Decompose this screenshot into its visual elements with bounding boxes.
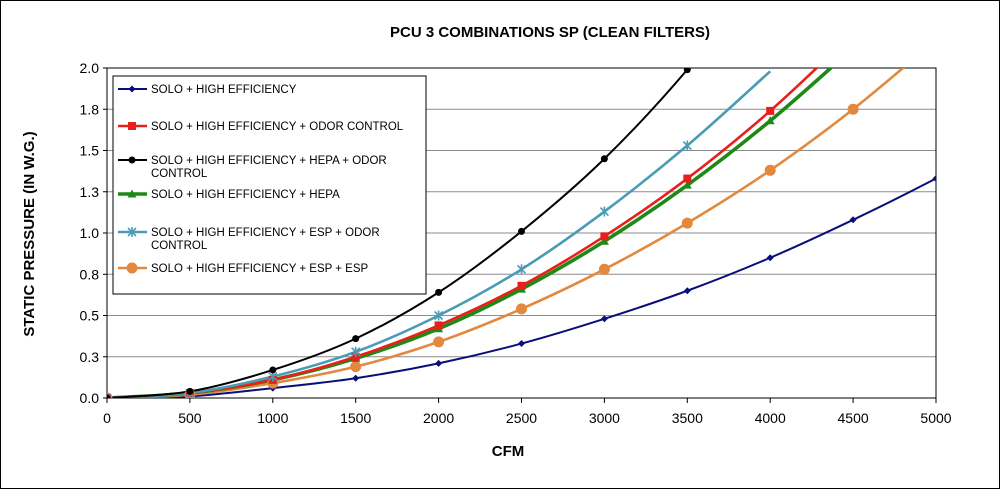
series-6-point [681, 217, 693, 229]
y-tick-label: 1.0 [80, 225, 100, 241]
x-tick-label: 1000 [257, 410, 288, 426]
series-5-point [351, 346, 361, 357]
series-1-point [600, 315, 608, 323]
x-axis-label: CFM [492, 443, 525, 460]
y-tick-label: 0.8 [80, 266, 100, 282]
series-3-point [600, 155, 608, 163]
series-1-point [352, 374, 360, 382]
series-1-point [518, 340, 525, 348]
series-3-point [352, 335, 360, 343]
series-5-point [682, 140, 692, 151]
series-6-point [516, 303, 527, 315]
series-3-point [435, 288, 443, 296]
legend-box [112, 75, 427, 295]
legend-swatch-marker-6 [126, 262, 138, 274]
y-tick-label: 1.3 [80, 184, 100, 200]
y-tick-label: 0.3 [80, 349, 100, 365]
series-6-point [350, 361, 362, 373]
series-line-5 [107, 70, 772, 398]
series-5-point [107, 393, 112, 398]
y-tick-label: 0.0 [80, 390, 100, 406]
plot-border [106, 67, 937, 399]
series-1-point [849, 216, 857, 224]
series-4-point [599, 236, 609, 245]
series-3-point [107, 394, 111, 398]
series-3-point [518, 227, 525, 235]
x-tick-label: 2500 [506, 410, 537, 426]
series-5-point [599, 206, 609, 217]
y-tick-label: 1.8 [80, 101, 100, 117]
x-tick-label: 5000 [920, 410, 951, 426]
legend-swatch-marker-2 [128, 122, 136, 130]
legend-label-5: SOLO + HIGH EFFICIENCY + ESP + ODOR CONTR… [151, 227, 380, 252]
series-6-point [433, 336, 445, 348]
y-tick-label: 2.0 [80, 60, 100, 76]
legend-label-4: SOLO + HIGH EFFICIENCY + HEPA [151, 189, 340, 201]
x-tick-label: 500 [178, 410, 202, 426]
x-tick-label: 3000 [589, 410, 620, 426]
series-2-point [434, 321, 443, 330]
series-line-1 [107, 177, 936, 398]
series-5-point [516, 264, 527, 275]
x-tick-label: 1500 [340, 410, 371, 426]
legend-swatch-marker-5 [127, 227, 137, 237]
series-4-point [682, 180, 692, 189]
series-2-point [517, 281, 526, 290]
series-6-point [598, 263, 610, 275]
x-tick-label: 4500 [838, 410, 869, 426]
series-5-point [434, 310, 444, 321]
y-tick-label: 0.5 [80, 308, 100, 324]
series-6-point [764, 164, 776, 176]
series-2-point [600, 232, 609, 241]
chart-title: PCU 3 COMBINATIONS SP (CLEAN FILTERS) [390, 24, 710, 41]
series-line-3 [107, 68, 690, 398]
x-tick-label: 0 [103, 410, 111, 426]
x-tick-label: 4000 [755, 410, 786, 426]
series-1-point [683, 287, 691, 295]
series-3-point [186, 387, 194, 395]
x-tick-label: 3500 [672, 410, 703, 426]
y-tick-label: 1.5 [80, 143, 100, 159]
series-6-point [847, 103, 859, 115]
legend-label-1: SOLO + HIGH EFFICIENCY [151, 84, 297, 96]
legend-swatch-marker-1 [128, 85, 136, 93]
legend-label-2: SOLO + HIGH EFFICIENCY + ODOR CONTROL [151, 121, 404, 133]
legend-label-6: SOLO + HIGH EFFICIENCY + ESP + ESP [151, 263, 369, 275]
y-axis-label: STATIC PRESSURE (IN W.G.) [21, 131, 38, 336]
series-2-point [683, 174, 692, 183]
x-tick-label: 2000 [423, 410, 454, 426]
series-line-2 [107, 68, 819, 398]
legend-swatch-marker-3 [128, 156, 136, 164]
series-2-point [766, 106, 775, 115]
legend-label-3: SOLO + HIGH EFFICIENCY + HEPA + ODOR CONT… [151, 155, 387, 180]
series-3-point [269, 366, 277, 374]
legend-swatch-marker-4 [127, 189, 137, 198]
series-1-point [435, 359, 443, 367]
series-lines [107, 68, 936, 398]
series-1-point [766, 254, 774, 262]
series-3-point [683, 68, 691, 74]
series-1-point [932, 175, 936, 183]
series-4-point [765, 116, 775, 125]
